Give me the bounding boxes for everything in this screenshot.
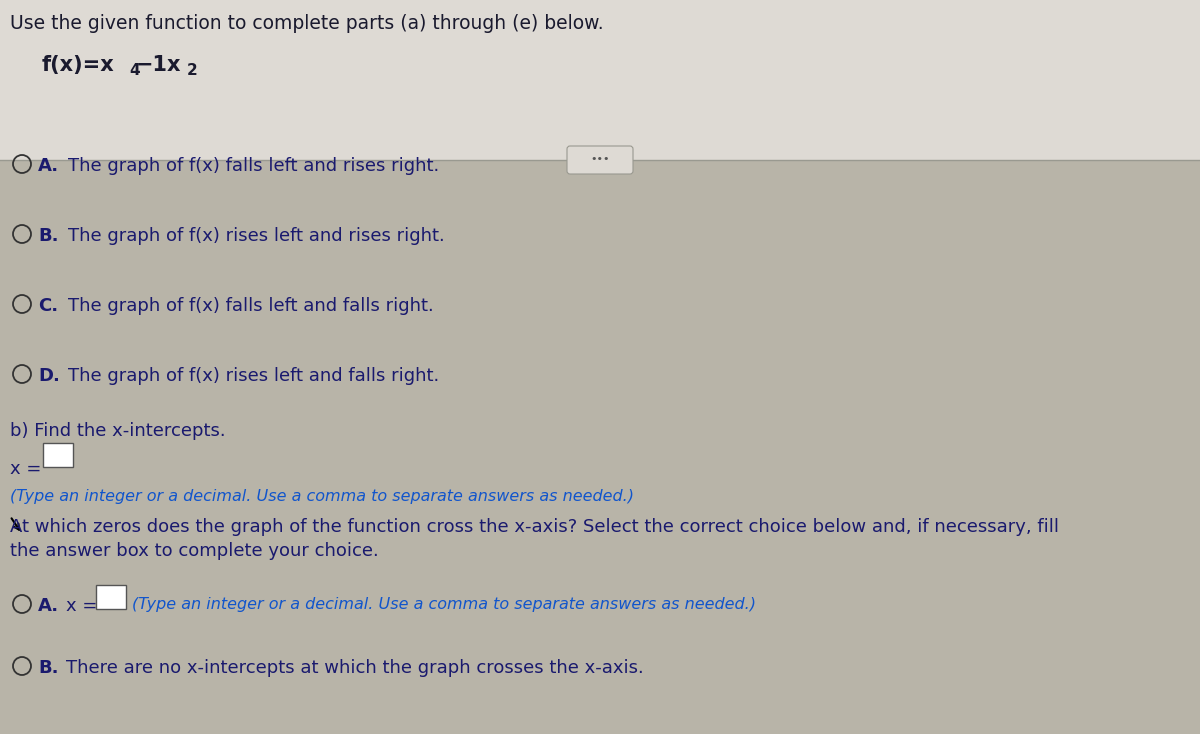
FancyBboxPatch shape — [0, 0, 1200, 160]
Text: The graph of f(x) falls left and rises right.: The graph of f(x) falls left and rises r… — [68, 157, 439, 175]
Text: f(x)=x: f(x)=x — [42, 55, 115, 75]
Text: At which zeros does the graph of the function cross the x-axis? Select the corre: At which zeros does the graph of the fun… — [10, 518, 1060, 536]
Text: b) Find the x-intercepts.: b) Find the x-intercepts. — [10, 422, 226, 440]
Text: Use the given function to complete parts (a) through (e) below.: Use the given function to complete parts… — [10, 14, 604, 33]
Text: B.: B. — [38, 227, 59, 245]
Text: The graph of f(x) rises left and falls right.: The graph of f(x) rises left and falls r… — [68, 367, 439, 385]
Text: x =: x = — [10, 460, 41, 478]
Text: (Type an integer or a decimal. Use a comma to separate answers as needed.): (Type an integer or a decimal. Use a com… — [132, 597, 756, 612]
FancyBboxPatch shape — [96, 585, 126, 609]
FancyBboxPatch shape — [43, 443, 73, 467]
Text: (Type an integer or a decimal. Use a comma to separate answers as needed.): (Type an integer or a decimal. Use a com… — [10, 489, 634, 504]
Text: C.: C. — [38, 297, 58, 315]
Text: 4: 4 — [130, 63, 139, 78]
Text: •••: ••• — [590, 154, 610, 164]
Text: B.: B. — [38, 659, 59, 677]
Text: −1x: −1x — [136, 55, 181, 75]
Text: 2: 2 — [187, 63, 198, 78]
Text: the answer box to complete your choice.: the answer box to complete your choice. — [10, 542, 379, 560]
Text: The graph of f(x) rises left and rises right.: The graph of f(x) rises left and rises r… — [68, 227, 445, 245]
Text: A.: A. — [38, 597, 59, 615]
Text: D.: D. — [38, 367, 60, 385]
FancyBboxPatch shape — [568, 146, 634, 174]
Text: There are no x-intercepts at which the graph crosses the x-axis.: There are no x-intercepts at which the g… — [66, 659, 643, 677]
Text: A.: A. — [38, 157, 59, 175]
Text: The graph of f(x) falls left and falls right.: The graph of f(x) falls left and falls r… — [68, 297, 433, 315]
Text: x =: x = — [66, 597, 97, 615]
